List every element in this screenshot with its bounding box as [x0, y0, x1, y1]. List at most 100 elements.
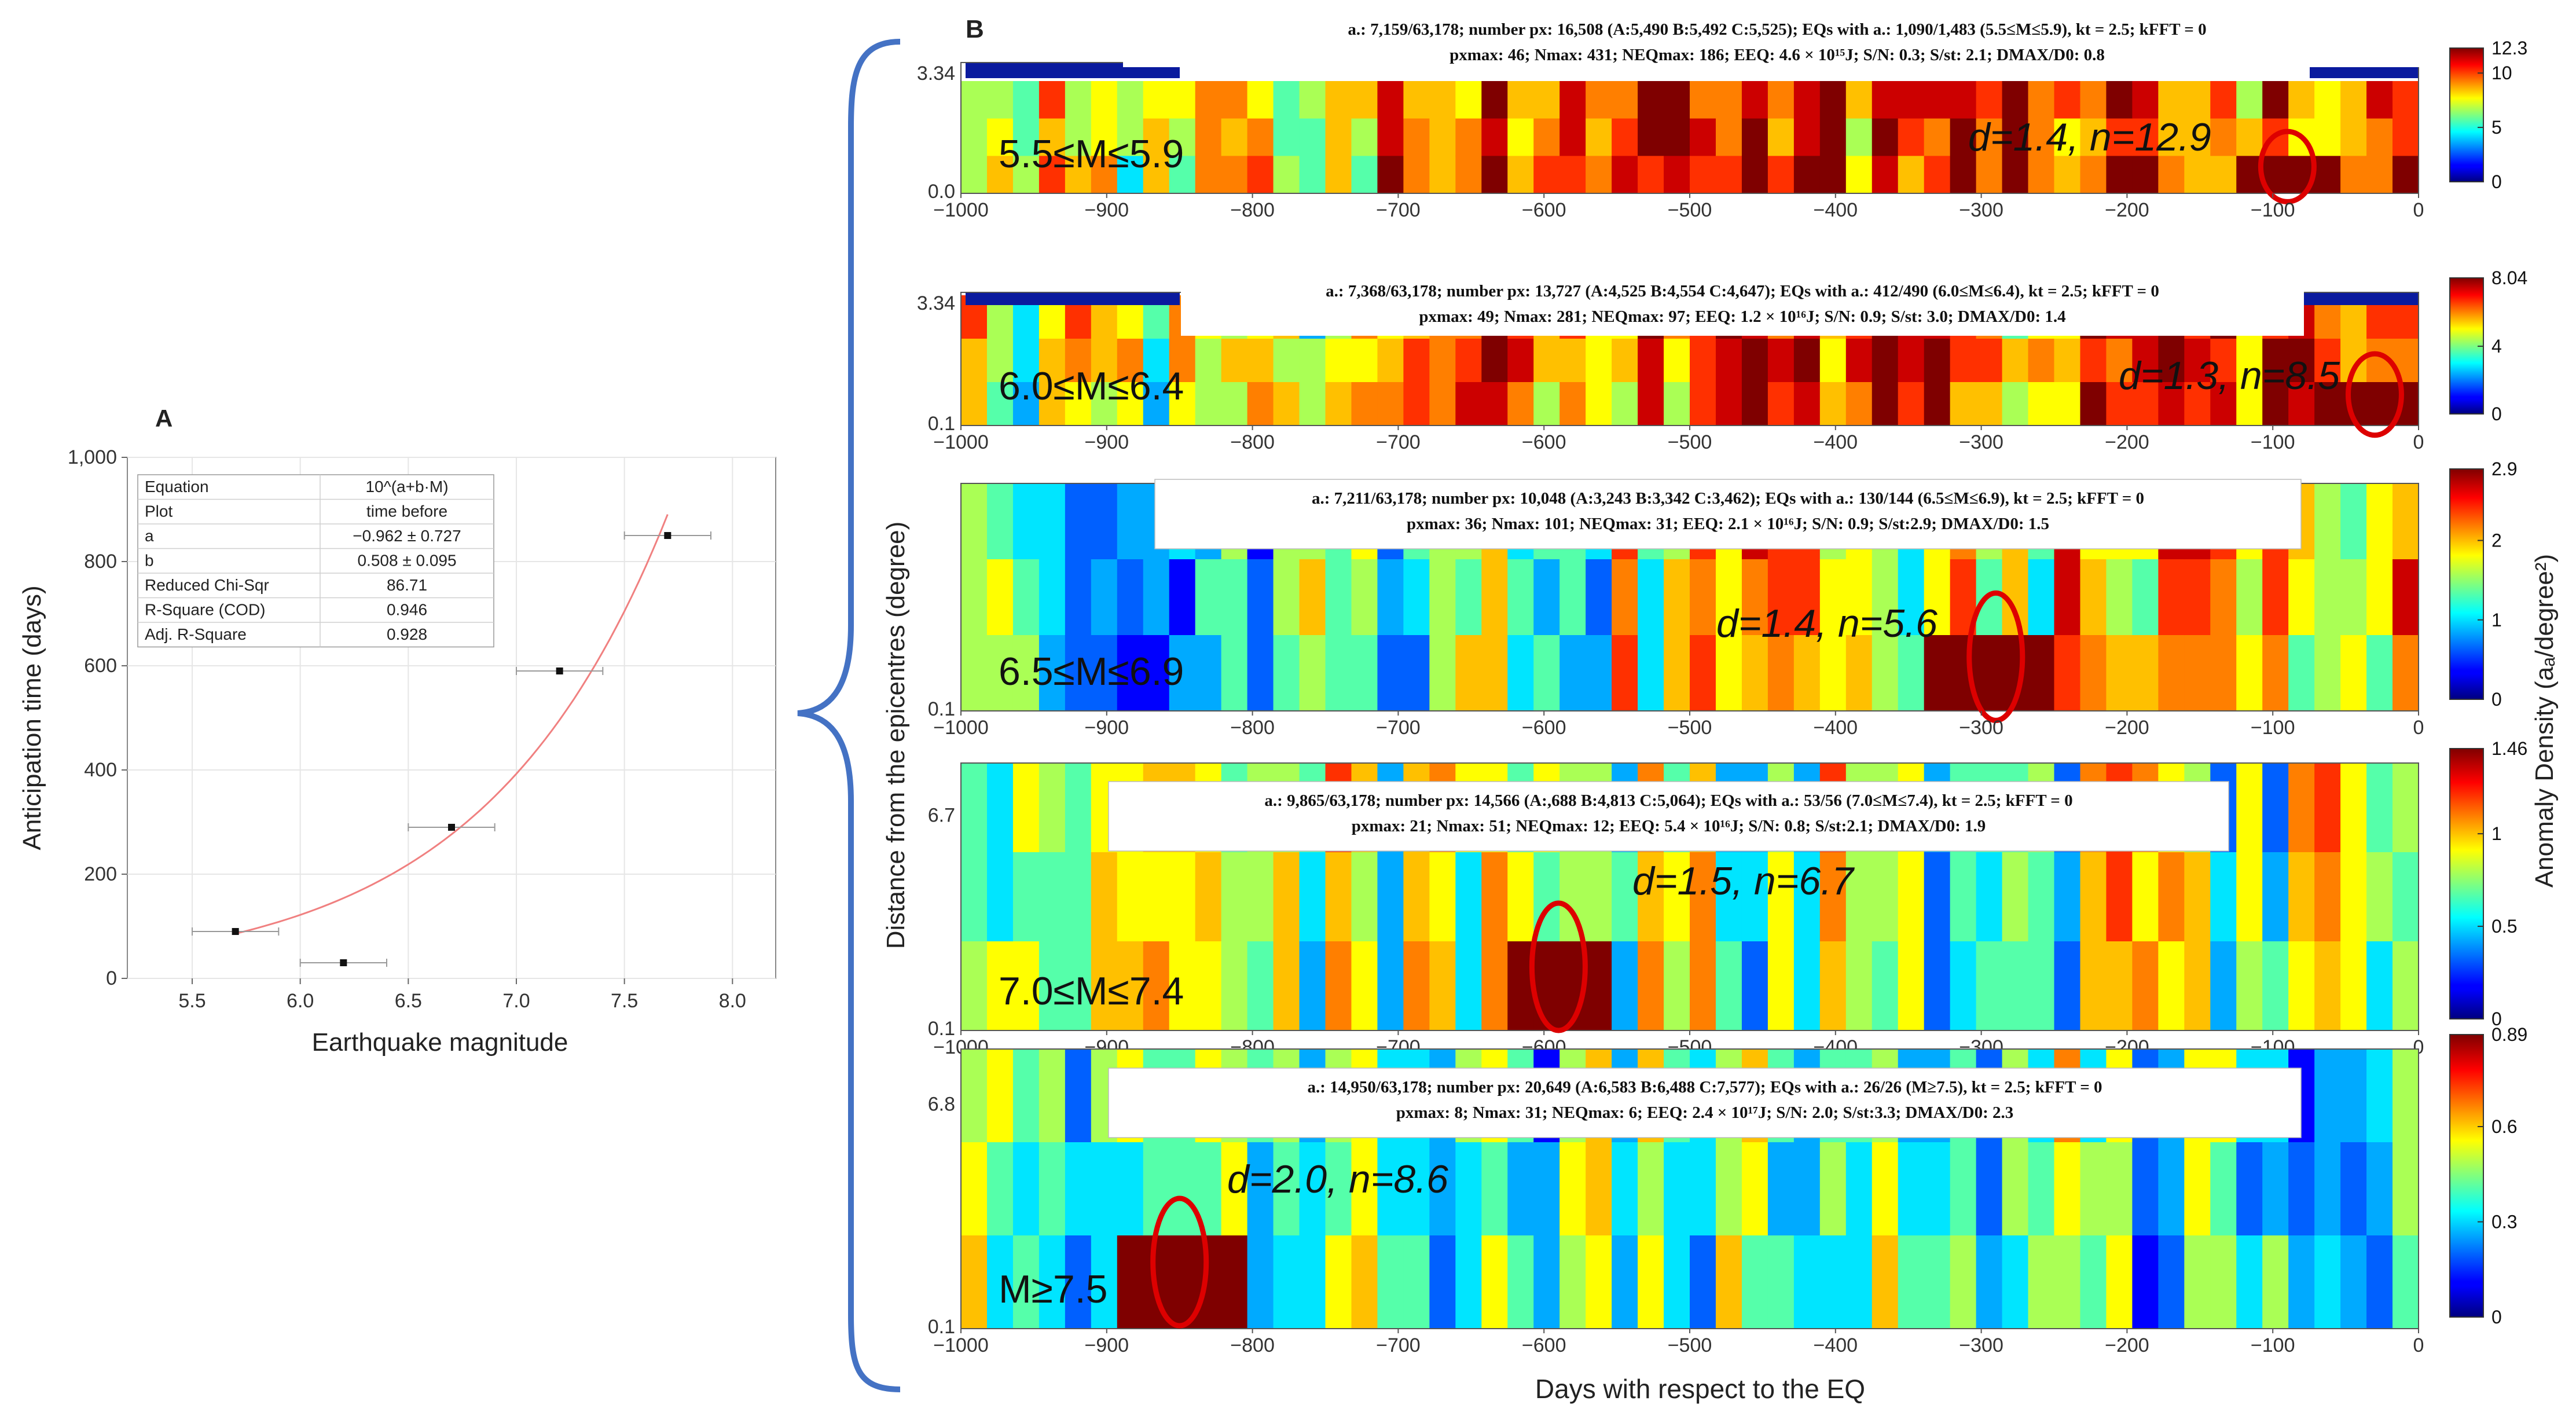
heatmap-cell — [1247, 559, 1274, 636]
x-tick-label: −700 — [1376, 199, 1421, 221]
heatmap-cell — [2262, 763, 2289, 853]
heatmap-cell — [2106, 559, 2133, 636]
heatmap-cell — [1664, 635, 1690, 711]
heatmap-cell — [2106, 156, 2133, 194]
heatmap-cell — [2366, 483, 2393, 560]
heatmap-cell — [2080, 156, 2107, 194]
heatmap-cell — [1012, 1142, 1040, 1236]
heatmap-cell — [1586, 852, 1612, 942]
heatmap-cell — [1819, 118, 1847, 156]
heatmap-cell — [1325, 382, 1352, 426]
heatmap-cell — [1924, 81, 1951, 119]
heatmap-cell — [1325, 635, 1352, 711]
heatmap-cell — [1664, 1142, 1690, 1236]
heatmap-cell — [2054, 852, 2081, 942]
table-row-label: Adj. R-Square — [145, 625, 247, 643]
heatmap-cell — [1741, 1235, 1768, 1329]
heatmap-cell — [1924, 118, 1951, 156]
colorbar — [2449, 468, 2484, 700]
heatmap-cell — [1247, 1235, 1274, 1329]
zero-band — [2298, 292, 2419, 305]
stats-line-1: a.: 9,865/63,178; number px: 14,566 (A:,… — [1264, 791, 2072, 810]
heatmap-cell — [2106, 635, 2133, 711]
heatmap-cell — [2288, 635, 2315, 711]
heatmap-cell — [1012, 852, 1040, 942]
heatmap-cell — [1793, 118, 1821, 156]
panel-a-ticks: 5.5 6.0 6.5 7.0 7.5 8.0 0 200 400 600 800 1,000 — [68, 446, 746, 1012]
peak-highlight-ellipse — [2258, 129, 2317, 204]
heatmap-cell — [1481, 941, 1508, 1031]
heatmap-cell — [2392, 118, 2419, 156]
heatmap-cell — [1976, 339, 2003, 383]
x-tick-label: −300 — [1959, 199, 2003, 221]
colorbar-tick-label: 12.3 — [2491, 38, 2527, 58]
heatmap-cell — [2028, 339, 2055, 383]
table-row-label: b — [145, 552, 154, 570]
colorbar-tick-label: 0 — [2491, 1008, 2502, 1029]
heatmap-cell — [1898, 559, 1925, 636]
heatmap-cell — [1403, 635, 1430, 711]
heatmap-cell — [1169, 1142, 1196, 1236]
table-row-value: 0.508 ± 0.095 — [357, 552, 456, 570]
heatmap-cell — [1898, 635, 1925, 711]
heatmap-cell — [1117, 1142, 1144, 1236]
heatmap-cell — [2184, 852, 2211, 942]
heatmap-cell — [2184, 118, 2211, 156]
heatmap-cell — [1065, 156, 1092, 194]
heatmap-cell — [1533, 635, 1560, 711]
heatmap-cell — [1924, 1235, 1951, 1329]
heatmap-cell — [1638, 1142, 1664, 1236]
heatmap-cell — [1793, 635, 1821, 711]
heatmap-cell — [1299, 1142, 1326, 1236]
stats-line-1: a.: 7,159/63,178; number px: 16,508 (A:5… — [1348, 20, 2206, 39]
x-tick-label: −100 — [2251, 431, 2295, 453]
heatmap-cell — [1351, 635, 1378, 711]
heatmap-cell — [1690, 635, 1716, 711]
x-tick-label: −600 — [1522, 199, 1566, 221]
heatmap-cell — [1091, 1235, 1118, 1329]
heatmap-cell — [961, 339, 988, 383]
heatmap-cell — [1091, 81, 1118, 119]
heatmap-cell — [2054, 81, 2081, 119]
heatmap-cell — [1793, 1235, 1821, 1329]
x-tick-label: −300 — [1959, 1334, 2003, 1356]
x-tick-label: 6.0 — [287, 990, 314, 1012]
heatmap-cell — [1898, 941, 1925, 1031]
panel-b-x-title: Days with respect to the EQ — [1535, 1374, 1865, 1404]
heatmap-cell — [1195, 382, 1222, 426]
heatmap-cell — [1664, 81, 1690, 119]
heatmap-cell — [1065, 763, 1092, 853]
heatmap-cell — [986, 941, 1014, 1031]
colorbar-tick-label: 0.6 — [2491, 1116, 2517, 1137]
heatmap-cell — [2366, 635, 2393, 711]
heatmap-cell — [986, 118, 1014, 156]
density-annotation: d=1.3, n=8.5 — [2119, 354, 2340, 398]
heatmap-cell — [2158, 339, 2185, 383]
heatmap-cell — [1169, 81, 1196, 119]
heatmap-cell — [1169, 339, 1196, 383]
colorbar-tick-label: 0.89 — [2491, 1024, 2527, 1045]
heatmap-cell — [1976, 635, 2003, 711]
heatmap-cell — [1403, 382, 1430, 426]
heatmap-cell — [986, 1049, 1014, 1143]
heatmap-cell — [1091, 1142, 1118, 1236]
x-tick-label: 0 — [2413, 431, 2424, 453]
heatmap-cell — [2028, 941, 2055, 1031]
heatmap-cell — [1455, 941, 1482, 1031]
heatmap-cell — [2106, 382, 2133, 426]
heatmap-cell — [961, 118, 988, 156]
heatmap-cell — [1325, 81, 1352, 119]
heatmap-cell — [2288, 559, 2315, 636]
y-tick-label: 1,000 — [68, 446, 117, 468]
y-tick-label: 0 — [106, 967, 117, 989]
heatmap-cell — [2106, 118, 2133, 156]
heatmap-cell — [1664, 339, 1690, 383]
stats-line-2: pxmax: 36; Nmax: 101; NEQmax: 31; EEQ: 2… — [1407, 515, 2049, 533]
heatmap-cell — [1793, 382, 1821, 426]
heatmap-cell — [2340, 1235, 2367, 1329]
heatmap-cell — [1143, 1142, 1170, 1236]
heatmap-cell — [2054, 559, 2081, 636]
heatmap-cell — [1638, 1235, 1664, 1329]
heatmap-cell — [1533, 118, 1560, 156]
heatmap-cell — [2236, 339, 2263, 383]
